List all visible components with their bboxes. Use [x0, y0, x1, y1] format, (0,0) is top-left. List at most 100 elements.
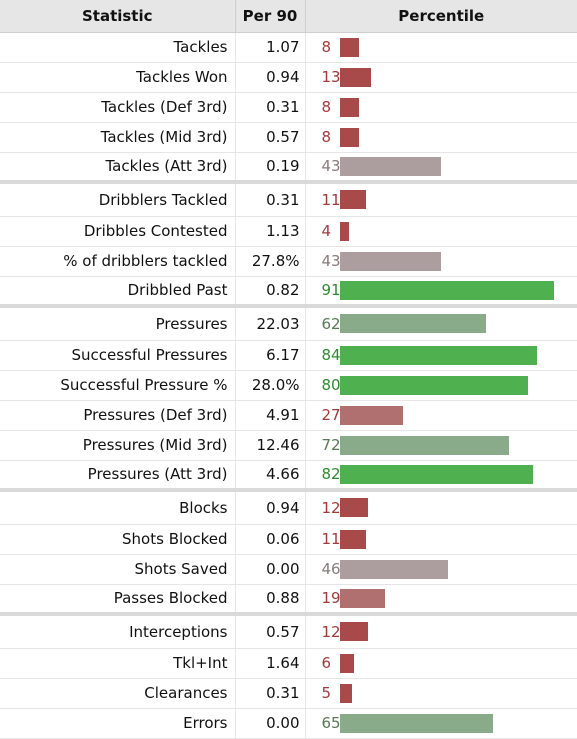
percentile-bar-track — [339, 37, 572, 57]
stat-label: Tkl+Int — [0, 648, 236, 679]
percentile-bar-track — [339, 622, 572, 642]
percentile-cell: 8 — [305, 92, 577, 123]
table-row: Successful Pressures 6.17 84 — [0, 340, 577, 371]
percentile-cell: 5 — [305, 678, 577, 709]
per90-value: 0.00 — [235, 554, 306, 585]
percentile-value: 11 — [321, 190, 341, 209]
percentile-bar-track — [339, 221, 572, 241]
percentile-value: 12 — [321, 622, 341, 641]
stat-label: Tackles Won — [0, 62, 236, 93]
stat-label: Dribbles Contested — [0, 216, 236, 247]
per90-value: 28.0% — [235, 370, 306, 401]
table-header: Statistic Per 90 Percentile — [0, 0, 577, 33]
percentile-value: 82 — [321, 465, 341, 484]
table-row: Passes Blocked 0.88 19 — [0, 584, 577, 615]
per90-value: 1.13 — [235, 216, 306, 247]
table-body: Tackles 1.07 8 Tackles Won 0.94 13 Tackles (De… — [0, 32, 577, 739]
percentile-bar-track — [339, 529, 572, 549]
per90-value: 0.82 — [235, 276, 306, 307]
percentile-bar — [339, 251, 441, 271]
table-row: Pressures 22.03 62 — [0, 304, 577, 341]
stat-label: Successful Pressures — [0, 340, 236, 371]
percentile-value: 46 — [321, 560, 341, 578]
percentile-bar-track — [339, 464, 572, 484]
percentile-cell: 65 — [305, 708, 577, 739]
stat-label: Tackles (Def 3rd) — [0, 92, 236, 123]
percentile-bar-track — [339, 588, 572, 608]
percentile-bar-track — [339, 683, 572, 703]
per90-value: 0.31 — [235, 92, 306, 123]
percentile-bar — [339, 653, 354, 673]
stat-label: Clearances — [0, 678, 236, 709]
table-row: Dribbled Past 0.82 91 — [0, 276, 577, 307]
stat-label: Shots Saved — [0, 554, 236, 585]
percentile-value: 43 — [321, 157, 341, 176]
per90-value: 1.64 — [235, 648, 306, 679]
percentile-bar-track — [339, 156, 572, 176]
percentile-value: 72 — [321, 436, 341, 454]
table-row: Shots Saved 0.00 46 — [0, 554, 577, 585]
table-row: Tackles (Def 3rd) 0.31 8 — [0, 92, 577, 123]
percentile-bar — [339, 683, 352, 703]
percentile-value: 27 — [321, 406, 341, 424]
percentile-bar — [339, 280, 554, 300]
percentile-bar — [339, 375, 528, 395]
percentile-bar-track — [339, 375, 572, 395]
table-row: Dribblers Tackled 0.31 11 — [0, 180, 577, 217]
percentile-bar — [339, 588, 385, 608]
header-statistic[interactable]: Statistic — [0, 0, 236, 33]
table-row: % of dribblers tackled 27.8% 43 — [0, 246, 577, 277]
percentile-cell: 84 — [305, 340, 577, 371]
percentile-bar-track — [339, 653, 572, 673]
percentile-cell: 11 — [305, 180, 577, 217]
per90-value: 0.57 — [235, 122, 306, 153]
stat-label: Tackles (Mid 3rd) — [0, 122, 236, 153]
percentile-value: 12 — [321, 498, 341, 517]
percentile-bar — [339, 127, 359, 147]
table-row: Pressures (Mid 3rd) 12.46 72 — [0, 430, 577, 461]
table-row: Tkl+Int 1.64 6 — [0, 648, 577, 679]
table-row: Clearances 0.31 5 — [0, 678, 577, 709]
percentile-bar — [339, 622, 368, 642]
per90-value: 0.31 — [235, 180, 306, 217]
percentile-bar — [339, 345, 537, 365]
per90-value: 0.94 — [235, 62, 306, 93]
percentile-bar — [339, 529, 366, 549]
per90-value: 1.07 — [235, 32, 306, 63]
percentile-cell: 43 — [305, 246, 577, 277]
percentile-bar-track — [339, 251, 572, 271]
header-percentile[interactable]: Percentile — [305, 0, 577, 33]
stat-label: Pressures (Mid 3rd) — [0, 430, 236, 461]
percentile-bar — [339, 498, 368, 518]
per90-value: 22.03 — [235, 304, 306, 341]
percentile-cell: 43 — [305, 152, 577, 183]
percentile-cell: 27 — [305, 400, 577, 431]
percentile-bar — [339, 559, 448, 579]
percentile-cell: 12 — [305, 612, 577, 649]
percentile-bar — [339, 435, 509, 455]
percentile-value: 65 — [321, 714, 341, 732]
percentile-value: 8 — [321, 98, 332, 116]
per90-value: 0.88 — [235, 584, 306, 615]
percentile-bar-track — [339, 498, 572, 518]
percentile-value: 5 — [321, 684, 332, 702]
table-row: Pressures (Def 3rd) 4.91 27 — [0, 400, 577, 431]
percentile-bar-track — [339, 67, 572, 87]
percentile-bar — [339, 221, 349, 241]
percentile-cell: 11 — [305, 524, 577, 555]
percentile-value: 4 — [321, 222, 332, 240]
percentile-bar-track — [339, 345, 572, 365]
header-per90[interactable]: Per 90 — [235, 0, 306, 33]
percentile-value: 84 — [321, 346, 341, 364]
percentile-bar-track — [339, 314, 572, 334]
percentile-cell: 82 — [305, 460, 577, 491]
stat-label: Passes Blocked — [0, 584, 236, 615]
table-row: Tackles Won 0.94 13 — [0, 62, 577, 93]
percentile-value: 11 — [321, 530, 341, 548]
percentile-bar-track — [339, 280, 572, 300]
percentile-bar-track — [339, 97, 572, 117]
percentile-value: 43 — [321, 252, 341, 270]
percentile-bar-track — [339, 405, 572, 425]
percentile-cell: 19 — [305, 584, 577, 615]
percentile-cell: 13 — [305, 62, 577, 93]
